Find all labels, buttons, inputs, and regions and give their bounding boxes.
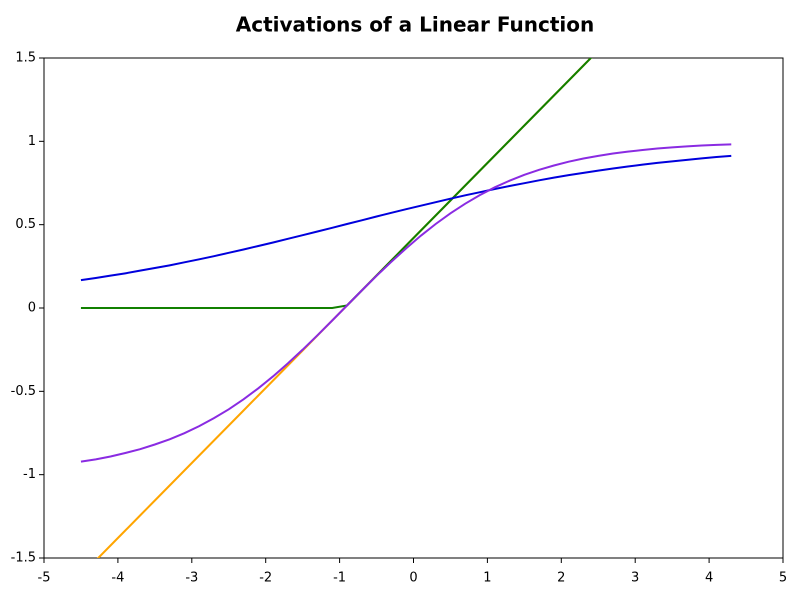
- x-tick-label: 1: [483, 571, 491, 586]
- chart-title: Activations of a Linear Function: [236, 13, 595, 37]
- x-tick-label: -1: [333, 571, 346, 586]
- y-tick-label: 1: [28, 134, 36, 149]
- x-tick-label: -5: [38, 571, 51, 586]
- x-tick-label: 4: [705, 571, 713, 586]
- x-tick-label: 2: [557, 571, 565, 586]
- x-tick-label: 3: [631, 571, 639, 586]
- line-series: [80, 143, 732, 463]
- y-tick-label: 0: [28, 301, 36, 316]
- y-tick-label: 1.5: [15, 51, 36, 66]
- y-tick-label: -1.5: [11, 551, 36, 566]
- y-tick-label: -0.5: [11, 384, 36, 399]
- x-tick-label: 5: [779, 571, 787, 586]
- line-series: [96, 58, 593, 558]
- line-series: [80, 154, 732, 282]
- line-series: [80, 58, 593, 309]
- y-tick-label: 0.5: [15, 217, 36, 232]
- x-tick-label: -3: [185, 571, 198, 586]
- x-tick-label: -4: [111, 571, 124, 586]
- y-tick-label: -1: [23, 467, 36, 482]
- x-tick-label: -2: [259, 571, 272, 586]
- x-tick-label: 0: [409, 571, 417, 586]
